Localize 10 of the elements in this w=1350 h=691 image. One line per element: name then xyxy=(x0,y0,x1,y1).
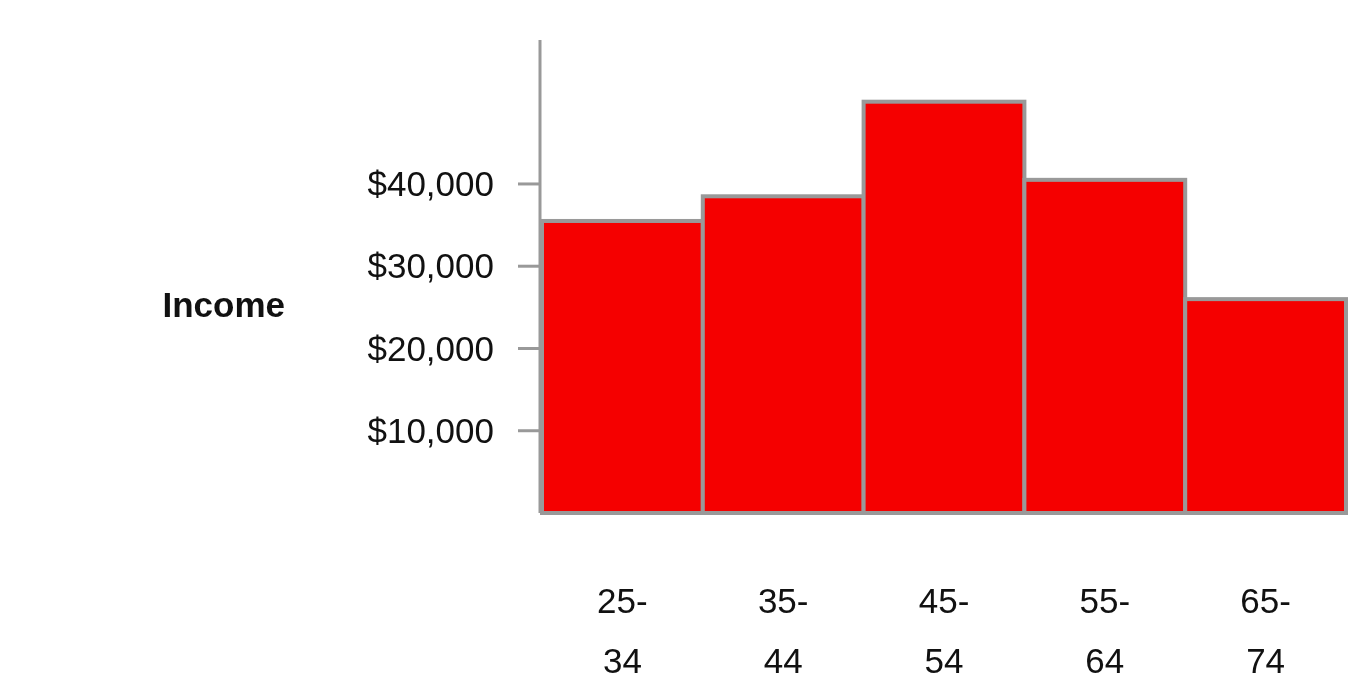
y-tick-label: $30,000 xyxy=(367,246,494,286)
x-tick-label: 55-64 xyxy=(1079,581,1131,680)
x-tick-label: 25-34 xyxy=(597,581,648,680)
x-tick-label: 35-44 xyxy=(757,581,809,680)
y-tick-label: $10,000 xyxy=(367,410,494,450)
y-tick-label: $20,000 xyxy=(367,328,494,368)
y-axis-title: Income xyxy=(162,284,285,324)
y-tick-label: $40,000 xyxy=(367,164,494,204)
x-tick-label: 65-74 xyxy=(1240,581,1291,680)
x-tick-label: 45-54 xyxy=(918,581,970,680)
